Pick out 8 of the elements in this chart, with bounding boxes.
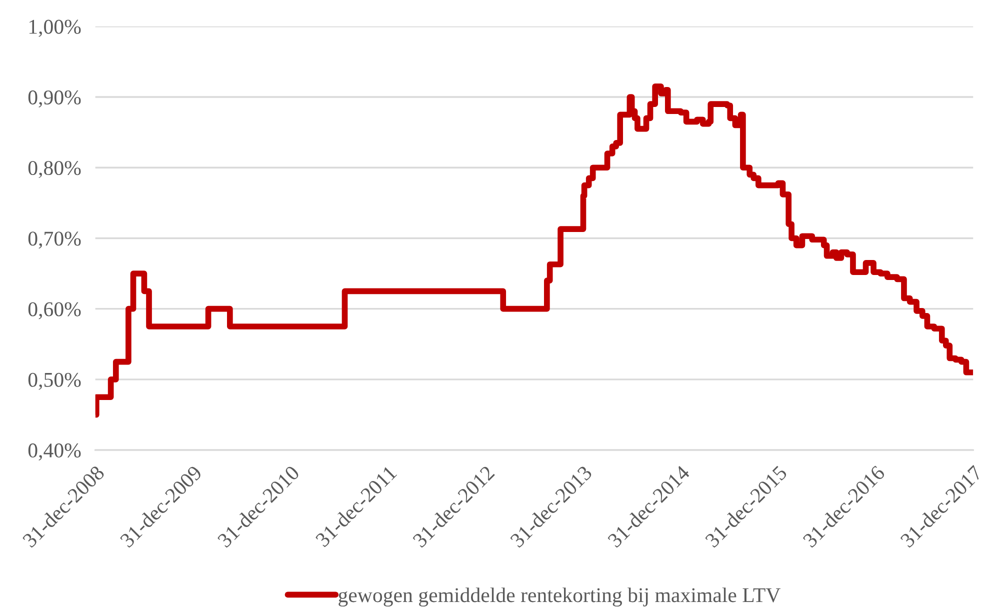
- y-tick-label: 0,70%: [28, 232, 81, 249]
- y-tick-label: 0,80%: [28, 160, 81, 178]
- y-tick-label: 0,90%: [28, 90, 81, 108]
- y-tick-label: 0,60%: [28, 302, 81, 320]
- y-tick-label: 0,50%: [28, 372, 81, 390]
- legend-label: gewogen gemiddelde rentekorting bij maximale LTV: [338, 588, 780, 607]
- y-tick-label: 1,00%: [29, 20, 81, 37]
- y-tick-label: 0,40%: [28, 443, 81, 460]
